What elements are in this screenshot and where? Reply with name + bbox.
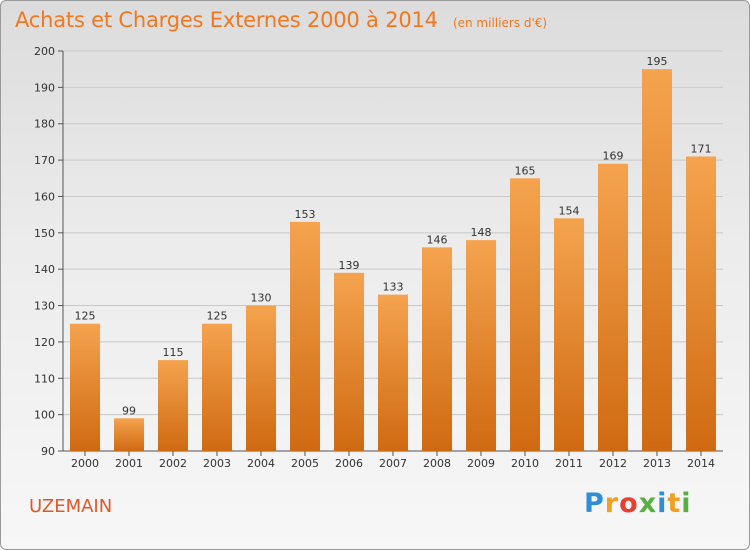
logo-letter: o [619, 488, 639, 519]
data-label: 99 [122, 404, 136, 417]
bar [70, 323, 100, 451]
x-tick-label: 2008 [423, 457, 451, 470]
data-label: 146 [427, 233, 448, 246]
bar [202, 323, 232, 451]
bar [642, 69, 672, 451]
x-tick-label: 2002 [159, 457, 187, 470]
x-tick-label: 2012 [599, 457, 627, 470]
data-label: 165 [515, 164, 536, 177]
y-tick-label: 190 [34, 81, 55, 94]
x-tick-label: 2011 [555, 457, 583, 470]
y-tick-label: 160 [34, 190, 55, 203]
proxiti-logo[interactable]: Proxiti [584, 488, 692, 519]
data-label: 148 [471, 226, 492, 239]
bars [70, 69, 716, 452]
x-tick-label: 2001 [115, 457, 143, 470]
chart-subtitle: (en milliers d'€) [452, 16, 548, 30]
bar [114, 418, 144, 451]
bar [378, 294, 408, 451]
x-tick-label: 2007 [379, 457, 407, 470]
logo-letter: P [584, 488, 605, 519]
y-tick-label: 90 [41, 445, 55, 458]
bar [510, 178, 540, 452]
data-label: 153 [295, 208, 316, 221]
y-tick-label: 130 [34, 300, 55, 313]
logo-letter: r [604, 488, 620, 519]
town-name: UZEMAIN [29, 496, 113, 517]
data-label: 171 [691, 142, 712, 155]
logo-letter: x [638, 488, 658, 519]
data-label: 195 [647, 55, 668, 68]
y-tick-label: 120 [34, 336, 55, 349]
data-label: 139 [339, 259, 360, 272]
data-labels: 125 99 115 125 130 153 139 133 146 148 165 154 169 19… [75, 55, 712, 417]
chart-title: Achats et Charges Externes 2000 à 2014 [15, 8, 438, 32]
bar [554, 218, 584, 451]
chart-header: Achats et Charges Externes 2000 à 2014 (… [15, 8, 547, 32]
bar [334, 272, 364, 451]
bar [422, 247, 452, 451]
data-label: 130 [251, 292, 272, 305]
data-label: 133 [383, 281, 404, 294]
y-tick-label: 200 [34, 45, 55, 58]
x-tick-label: 2009 [467, 457, 495, 470]
bar [290, 221, 320, 451]
bar [158, 360, 188, 451]
logo-letter: t [667, 488, 682, 519]
y-tick-label: 110 [34, 372, 55, 385]
x-tick-label: 2010 [511, 457, 539, 470]
logo-letter: i [681, 488, 692, 519]
y-tick-label: 140 [34, 263, 55, 276]
bar [466, 240, 496, 451]
y-tick-label: 170 [34, 154, 55, 167]
bar [686, 156, 716, 452]
x-tick-label: 2014 [687, 457, 715, 470]
x-tick-label: 2004 [247, 457, 275, 470]
y-tick-label: 150 [34, 227, 55, 240]
data-label: 154 [559, 204, 580, 217]
x-tick-label: 2003 [203, 457, 231, 470]
x-tick-label: 2013 [643, 457, 671, 470]
data-label: 169 [603, 150, 624, 163]
x-tick-label: 2006 [335, 457, 363, 470]
data-label: 115 [163, 346, 184, 359]
bar [246, 305, 276, 451]
y-tick-label: 180 [34, 118, 55, 131]
x-tick-label: 2000 [71, 457, 99, 470]
data-label: 125 [75, 310, 96, 323]
y-tick-label: 100 [34, 409, 55, 422]
data-label: 125 [207, 310, 228, 323]
logo-letter: i [657, 488, 668, 519]
bar [598, 163, 628, 451]
x-tick-label: 2005 [291, 457, 319, 470]
